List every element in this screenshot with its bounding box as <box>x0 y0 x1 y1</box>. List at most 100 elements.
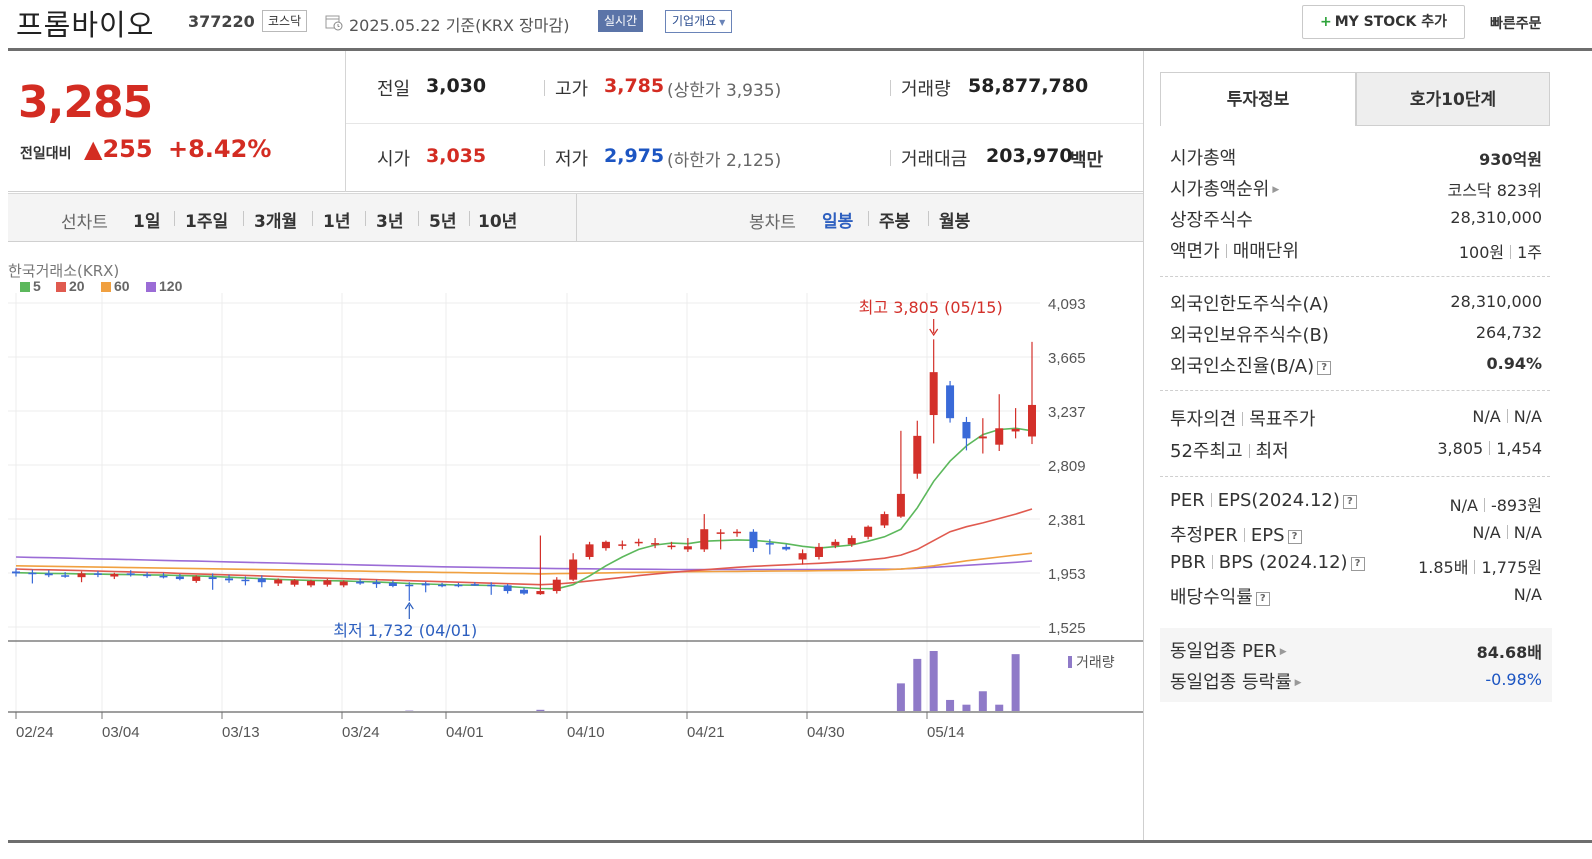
candle-body <box>274 579 283 584</box>
realtime-button[interactable]: 실시간 <box>598 10 644 32</box>
company-overview-button[interactable]: 기업개요 ▼ <box>665 10 733 33</box>
x-tick-label: 04/21 <box>687 724 725 741</box>
candle-body <box>798 553 807 560</box>
w52-high-value: 3,805 <box>1437 439 1484 458</box>
foreign-limit-label: 외국인한도주식수(A) <box>1170 294 1329 315</box>
panel-divider <box>1143 51 1144 840</box>
sector-per-label[interactable]: 동일업종 PER ▶ <box>1170 637 1287 663</box>
candle-body <box>585 544 594 557</box>
candle-body <box>143 574 152 577</box>
volume-value: 58,877,780 <box>968 75 1089 97</box>
dividend-text: 배당수익률 <box>1170 587 1253 608</box>
face-value-row: 액면가 매매단위 100원 1주 <box>1170 237 1542 263</box>
x-tick-label: 02/24 <box>16 724 54 741</box>
w52-values: 3,805 1,454 <box>1437 439 1542 458</box>
opinion-text: 투자의견 <box>1170 409 1237 430</box>
tab-line-1d[interactable]: 1일 <box>133 212 161 232</box>
volume-label: 거래량 <box>1076 655 1115 671</box>
price-chart[interactable]: 4,093 3,665 3,237 2,809 2,381 1,953 1,525 02/24… <box>0 243 1144 843</box>
arrow-down-icon <box>929 328 939 337</box>
market-cap-rank-row[interactable]: 시가총액순위 ▶ 코스닥 823위 <box>1170 175 1542 201</box>
y-tick-label: 4,093 <box>1048 296 1086 313</box>
separator <box>469 211 470 226</box>
tab-line-5y[interactable]: 5년 <box>429 212 457 232</box>
market-cap-rank-text: 시가총액순위 <box>1170 179 1270 200</box>
tab-invest-info[interactable]: 투자정보 <box>1160 72 1356 126</box>
face-value-value: 100원 <box>1458 243 1505 262</box>
add-mystock-button[interactable]: + MY STOCK 추가 <box>1302 5 1465 39</box>
dividend-value: N/A <box>1513 585 1542 604</box>
candle-body <box>864 526 873 537</box>
chevron-down-icon: ▼ <box>719 18 726 27</box>
candle-body <box>77 573 86 578</box>
w52-low-text: 최저 <box>1255 441 1289 462</box>
foreign-ratio-text: 외국인소진율(B/A) <box>1170 356 1315 377</box>
help-icon[interactable]: ? <box>1342 495 1357 509</box>
market-cap-amount: 930억원 <box>1479 150 1542 169</box>
tab-line-1w[interactable]: 1주일 <box>185 212 229 232</box>
base-date: 2025.05.22 기준(KRX 장마감) <box>349 16 570 35</box>
low-value: 2,975 <box>604 145 665 167</box>
tab-hoga-10[interactable]: 호가10단계 <box>1356 72 1550 126</box>
market-cap-row: 시가총액 930억원 <box>1170 144 1542 170</box>
prev-close-label: 전일 <box>377 79 411 100</box>
candle-body <box>208 577 217 580</box>
chevron-right-icon: ▶ <box>1294 678 1302 688</box>
y-tick-label: 1,525 <box>1048 620 1086 637</box>
foreign-hold-row: 외국인보유주식수(B) 264,732 <box>1170 321 1542 347</box>
invest-info-panel: 투자정보 호가10단계 시가총액 930억원 시가총액순위 ▶ 코스닥 823위 … <box>1160 72 1552 712</box>
legend-label: 120 <box>159 278 183 294</box>
listed-shares-value: 28,310,000 <box>1450 208 1542 227</box>
candle-body <box>634 541 643 544</box>
candle-body <box>405 584 414 587</box>
ma60-line <box>15 552 1033 575</box>
sector-change-text: 동일업종 등락률 <box>1170 672 1292 693</box>
separator <box>868 211 869 226</box>
separator <box>890 80 891 96</box>
market-cap-value: 930억원 <box>1479 146 1542 170</box>
tab-line-3y[interactable]: 3년 <box>376 212 404 232</box>
market-cap-rank-label[interactable]: 시가총액순위 ▶ <box>1170 175 1279 201</box>
candle-body <box>536 591 545 595</box>
candle-body <box>520 589 528 594</box>
legend-label: 20 <box>69 278 85 294</box>
tab-line-1y[interactable]: 1년 <box>323 212 351 232</box>
sector-change-label[interactable]: 동일업종 등락률 ▶ <box>1170 668 1302 694</box>
help-icon[interactable]: ? <box>1350 557 1365 571</box>
candle-body <box>372 582 381 585</box>
separator <box>1510 245 1512 259</box>
volume-bar <box>1011 654 1020 711</box>
x-tick-label: 05/14 <box>927 724 965 741</box>
change-value: ▲255 <box>84 135 153 163</box>
w52-low-value: 1,454 <box>1496 439 1542 458</box>
low-annotation: 최저 1,732 (04/01) <box>333 621 477 640</box>
open-value: 3,035 <box>426 145 487 167</box>
candle-body <box>618 544 627 546</box>
foreign-hold-value: 264,732 <box>1475 323 1542 342</box>
foreign-hold-label: 외국인보유주식수(B) <box>1170 325 1329 346</box>
separator <box>544 150 545 166</box>
candle-body <box>733 531 742 534</box>
candle-body <box>290 580 299 585</box>
separator <box>1248 444 1250 458</box>
volume-bar <box>995 704 1004 711</box>
line-chart-label: 선차트 <box>61 213 108 233</box>
help-icon[interactable]: ? <box>1287 530 1302 544</box>
sector-per-row[interactable]: 동일업종 PER ▶ 84.68배 <box>1170 637 1542 663</box>
tab-candle-monthly[interactable]: 월봉 <box>939 212 971 232</box>
sector-per-value: 84.68배 <box>1476 643 1542 662</box>
opinion-label: 투자의견 목표주가 <box>1170 405 1316 431</box>
help-icon[interactable]: ? <box>1317 361 1332 375</box>
est-per-values: N/A N/A <box>1472 523 1542 542</box>
tab-line-3m[interactable]: 3개월 <box>254 212 298 232</box>
separator <box>1474 560 1476 574</box>
sector-change-row[interactable]: 동일업종 등락률 ▶ -0.98% <box>1170 668 1542 694</box>
stock-code: 377220 <box>188 12 255 31</box>
help-icon[interactable]: ? <box>1255 592 1270 606</box>
tab-candle-daily[interactable]: 일봉 <box>822 212 854 232</box>
tab-candle-weekly[interactable]: 주봉 <box>879 212 911 232</box>
tab-line-10y[interactable]: 10년 <box>478 212 518 232</box>
quick-order-button[interactable]: 빠른주문 <box>1490 16 1542 32</box>
candle-body <box>651 543 660 545</box>
candle-body <box>388 582 397 586</box>
